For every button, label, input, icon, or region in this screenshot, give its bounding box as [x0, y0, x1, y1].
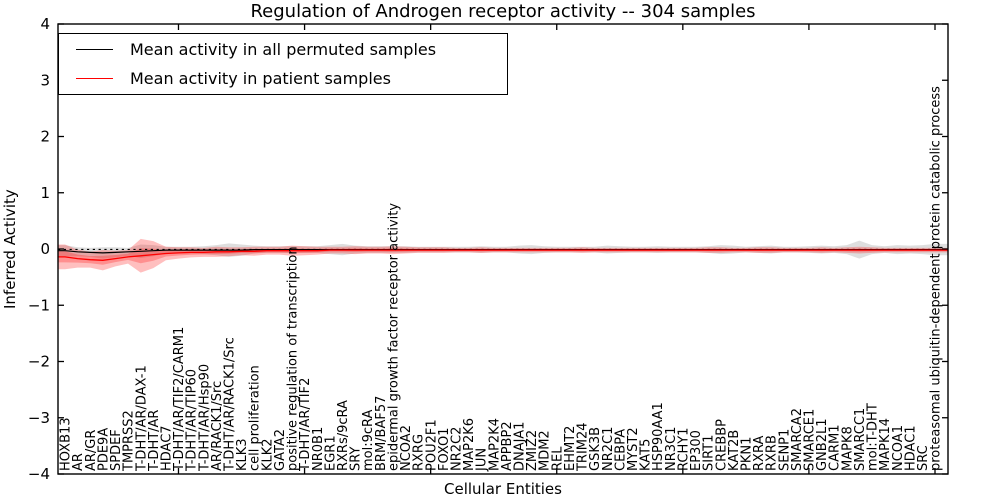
x-tick-label: SMARCC1 — [853, 408, 868, 471]
x-tick-label: EGR1 — [323, 435, 338, 471]
x-tick-label: KLK2 — [260, 438, 275, 471]
x-tick-label: HDAC1 — [903, 425, 918, 471]
legend-label-patient: Mean activity in patient samples — [130, 69, 391, 89]
x-tick-label: JUN — [475, 448, 490, 472]
x-tick-label: AR/GR — [84, 430, 99, 471]
x-tick-label: AR/RACK1/Src — [210, 381, 225, 471]
patient-band-outer — [58, 238, 948, 273]
x-tick-label: SRY — [349, 447, 364, 471]
x-tick-label: NCOA2 — [399, 425, 414, 471]
x-tick-label: SMARCE1 — [803, 409, 818, 471]
x-tick-label: T-DHT/AR/RACK1/Src — [223, 337, 238, 472]
legend-box: Mean activity in all permuted samples Me… — [58, 33, 508, 95]
legend-label-permuted: Mean activity in all permuted samples — [130, 39, 437, 59]
x-tick-label: RXRG — [412, 434, 427, 471]
x-tick-label: T-DHT/AR/DAX-1 — [134, 365, 149, 472]
y-tick-label: −1 — [28, 296, 50, 314]
x-tick-label: GATA2 — [273, 429, 288, 471]
x-tick-label: ZMIZ2 — [525, 430, 540, 471]
x-tick-label: T-DHT/AR — [147, 410, 162, 472]
patient-line-sample-icon — [76, 78, 113, 80]
x-tick-label: SMARCA2 — [790, 408, 805, 471]
x-tick-label: SPDEF — [109, 429, 124, 471]
patient-band-inner — [58, 248, 948, 265]
x-tick-label: SENP1 — [777, 429, 792, 471]
x-tick-label: mol:T-DHT — [866, 403, 881, 471]
x-tick-label: BRM/BAF57 — [374, 396, 389, 471]
x-tick-label: APPBP2 — [500, 421, 515, 471]
x-tick-label: PDE9A — [96, 428, 111, 471]
y-tick-label: −3 — [28, 409, 50, 427]
x-tick-label: HSP90AA1 — [651, 402, 666, 471]
x-axis-label: Cellular Entities — [444, 480, 562, 498]
legend-item-permuted: Mean activity in all permuted samples — [59, 35, 507, 63]
chart-title: Regulation of Androgen receptor activity… — [250, 1, 756, 22]
x-tick-label: MYST2 — [626, 427, 641, 471]
x-tick-label: positive regulation of transcription — [286, 246, 301, 471]
x-tick-label: RXRA — [752, 436, 767, 471]
x-tick-label: MAPK8 — [840, 426, 855, 471]
x-tick-label: NR2C1 — [601, 427, 616, 471]
x-tick-label: T-DHT/AR/TIF2 — [298, 378, 313, 472]
x-tick-label: CREBBP — [714, 419, 729, 471]
y-tick-label: 2 — [40, 128, 50, 146]
x-tick-label: HOXB13 — [59, 417, 74, 471]
x-tick-label: MAPK14 — [878, 418, 893, 471]
x-tick-label: KLK3 — [235, 438, 250, 471]
x-tick-label: T-DHT/AR/TIF2/CARM1 — [172, 327, 187, 472]
y-tick-label: 3 — [40, 71, 50, 89]
permuted-line-sample-icon — [76, 48, 113, 50]
x-tick-label: T-DHT/AR/Hsp90 — [197, 364, 212, 472]
x-tick-label: GSK3B — [588, 427, 603, 471]
x-tick-label: CARM1 — [828, 425, 843, 472]
x-tick-label: PKN1 — [739, 437, 754, 471]
y-tick-label: 1 — [40, 184, 50, 202]
x-tick-label: NR3C1 — [664, 427, 679, 471]
x-tick-label: mol:9cRA — [361, 409, 376, 471]
x-tick-label: cell proliferation — [248, 365, 263, 471]
x-tick-label: MAP2K6 — [462, 418, 477, 471]
y-tick-label: 4 — [40, 15, 50, 33]
x-tick-label: FOXO1 — [437, 428, 452, 471]
x-tick-label: DNAJA1 — [513, 422, 528, 471]
x-tick-label: T-DHT/AR/TIP60 — [185, 369, 200, 472]
x-tick-label: EP300 — [689, 430, 704, 471]
y-axis-label: Inferred Activity — [1, 189, 19, 309]
x-tick-label: SIRT1 — [702, 435, 717, 471]
x-tick-label: RXRs/9cRA — [336, 400, 351, 471]
x-tick-label: MAP2K4 — [487, 418, 502, 471]
x-tick-label: SRC — [916, 445, 931, 471]
x-tick-label: EHMT2 — [563, 426, 578, 471]
patient-mean-line — [58, 249, 948, 261]
x-tick-label: MDM2 — [538, 430, 553, 471]
x-tick-label: epidermal growth factor receptor activit… — [386, 203, 401, 471]
x-tick-label: HDAC7 — [159, 425, 174, 471]
x-tick-label: KAT2B — [727, 430, 742, 471]
x-tick-label: GNB2L1 — [815, 418, 830, 471]
x-tick-label: CEBPA — [613, 429, 628, 471]
x-tick-label: TMPRSS2 — [122, 410, 137, 472]
y-tick-label: 0 — [40, 240, 50, 258]
legend-item-patient: Mean activity in patient samples — [59, 65, 507, 93]
x-tick-label: TRIM24 — [576, 422, 591, 472]
x-tick-label: proteasomal ubiquitin-dependent protein … — [929, 86, 944, 471]
y-tick-label: −4 — [28, 465, 50, 483]
y-tick-label: −2 — [28, 353, 50, 371]
x-tick-label: AR — [71, 453, 86, 471]
x-tick-label: RCHY1 — [676, 428, 691, 471]
x-tick-label: KAT5 — [639, 439, 654, 471]
x-tick-label: NCOA1 — [891, 425, 906, 471]
x-tick-label: NR2C2 — [449, 427, 464, 471]
x-tick-label: RXRB — [765, 435, 780, 471]
x-tick-label: POU2F1 — [424, 419, 439, 471]
x-tick-label: REL — [550, 446, 565, 471]
x-tick-label: NR0B1 — [311, 427, 326, 471]
